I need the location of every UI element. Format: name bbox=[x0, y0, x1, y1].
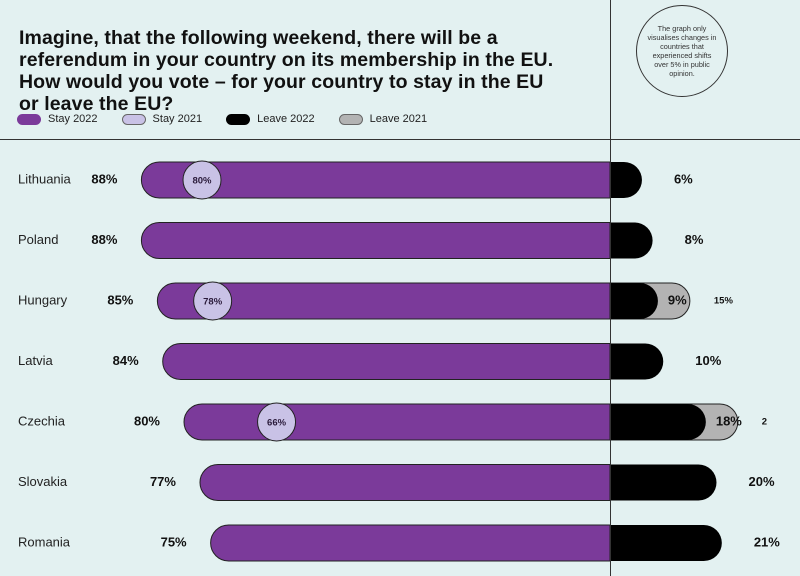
legend-swatch-leave-2021 bbox=[338, 113, 363, 125]
bar-leave-2022 bbox=[610, 162, 642, 198]
category-label: Hungary bbox=[18, 292, 68, 307]
bar-leave-2022 bbox=[610, 283, 658, 319]
bar-leave-2022 bbox=[610, 343, 664, 380]
bar-stay-2022 bbox=[162, 343, 611, 380]
label-stay-2021: 78% bbox=[203, 297, 223, 308]
legend-swatch-stay-2022 bbox=[17, 113, 41, 125]
bar-stay-2022 bbox=[140, 161, 611, 199]
legend-item-stay-2022: Stay 2022 bbox=[17, 113, 98, 125]
label-leave-2022: 21% bbox=[754, 534, 780, 549]
legend-item-leave-2022: Leave 2022 bbox=[226, 113, 315, 125]
legend-item-leave-2021: Leave 2021 bbox=[338, 113, 428, 125]
category-label: Latvia bbox=[18, 353, 53, 368]
note-text: The graph only visualises changes in cou… bbox=[647, 24, 717, 78]
legend-label-leave-2021: Leave 2021 bbox=[369, 113, 428, 125]
label-leave-2022: 9% bbox=[668, 292, 687, 307]
category-label: Czechia bbox=[18, 413, 66, 428]
chart-row: Lithuania 88% 80% 6% bbox=[18, 160, 693, 200]
bar-leave-2022 bbox=[610, 222, 653, 259]
bar-leave-2022 bbox=[610, 404, 706, 440]
legend-label-stay-2022: Stay 2022 bbox=[48, 113, 98, 125]
label-stay-2022: 84% bbox=[113, 353, 139, 368]
label-stay-2022: 75% bbox=[161, 534, 187, 549]
category-label: Romania bbox=[18, 534, 71, 549]
label-leave-2022: 6% bbox=[674, 171, 693, 186]
label-stay-2021: 66% bbox=[267, 418, 287, 429]
category-label: Slovakia bbox=[18, 474, 68, 489]
marker-stay-2021 bbox=[257, 402, 297, 442]
bar-stay-2022 bbox=[199, 464, 611, 501]
chart-row: Slovakia 77% 20% bbox=[18, 464, 775, 501]
chart-title: Imagine, that the following weekend, the… bbox=[19, 27, 554, 115]
zero-axis-line bbox=[610, 0, 611, 576]
bar-stay-2022 bbox=[210, 524, 611, 562]
legend-item-stay-2021: Stay 2021 bbox=[121, 113, 203, 125]
chart-row: Hungary 85% 78% 9% 15% bbox=[18, 281, 734, 321]
bar-stay-2022 bbox=[156, 282, 611, 320]
label-stay-2022: 80% bbox=[134, 413, 160, 428]
label-stay-2021: 80% bbox=[192, 176, 212, 187]
bar-stay-2022 bbox=[140, 222, 611, 259]
label-leave-2022: 10% bbox=[695, 353, 721, 368]
label-leave-2021: 15% bbox=[714, 296, 734, 307]
label-leave-2022: 20% bbox=[749, 474, 775, 489]
chart-row: Romania 75% 21% bbox=[18, 524, 780, 562]
legend: Stay 2022 Stay 2021 Leave 2022 Leave 202… bbox=[17, 113, 451, 125]
legend-swatch-stay-2021 bbox=[121, 113, 146, 125]
chart-row: Latvia 84% 10% bbox=[18, 343, 722, 380]
bar-leave-2022 bbox=[610, 525, 722, 561]
header-divider bbox=[0, 139, 800, 140]
note-circle: The graph only visualises changes in cou… bbox=[636, 5, 728, 97]
category-label: Poland bbox=[18, 232, 58, 247]
category-label: Lithuania bbox=[18, 171, 72, 186]
legend-label-leave-2022: Leave 2022 bbox=[257, 113, 315, 125]
label-leave-2022: 8% bbox=[685, 232, 704, 247]
label-stay-2022: 77% bbox=[150, 474, 176, 489]
label-stay-2022: 88% bbox=[91, 171, 117, 186]
legend-swatch-leave-2022 bbox=[226, 113, 251, 125]
marker-stay-2021 bbox=[182, 160, 222, 200]
label-stay-2022: 88% bbox=[91, 232, 117, 247]
legend-label-stay-2021: Stay 2021 bbox=[152, 113, 203, 125]
bar-leave-2022 bbox=[610, 464, 717, 501]
label-stay-2022: 85% bbox=[107, 292, 133, 307]
chart-row: Czechia 80% 66% 18% 2 bbox=[18, 402, 767, 442]
label-leave-2021: 2 bbox=[762, 417, 767, 428]
label-leave-2022: 18% bbox=[716, 413, 742, 428]
chart-row: Poland 88% 8% bbox=[18, 222, 704, 259]
bar-stay-2022 bbox=[183, 403, 611, 441]
marker-stay-2021 bbox=[193, 281, 233, 321]
